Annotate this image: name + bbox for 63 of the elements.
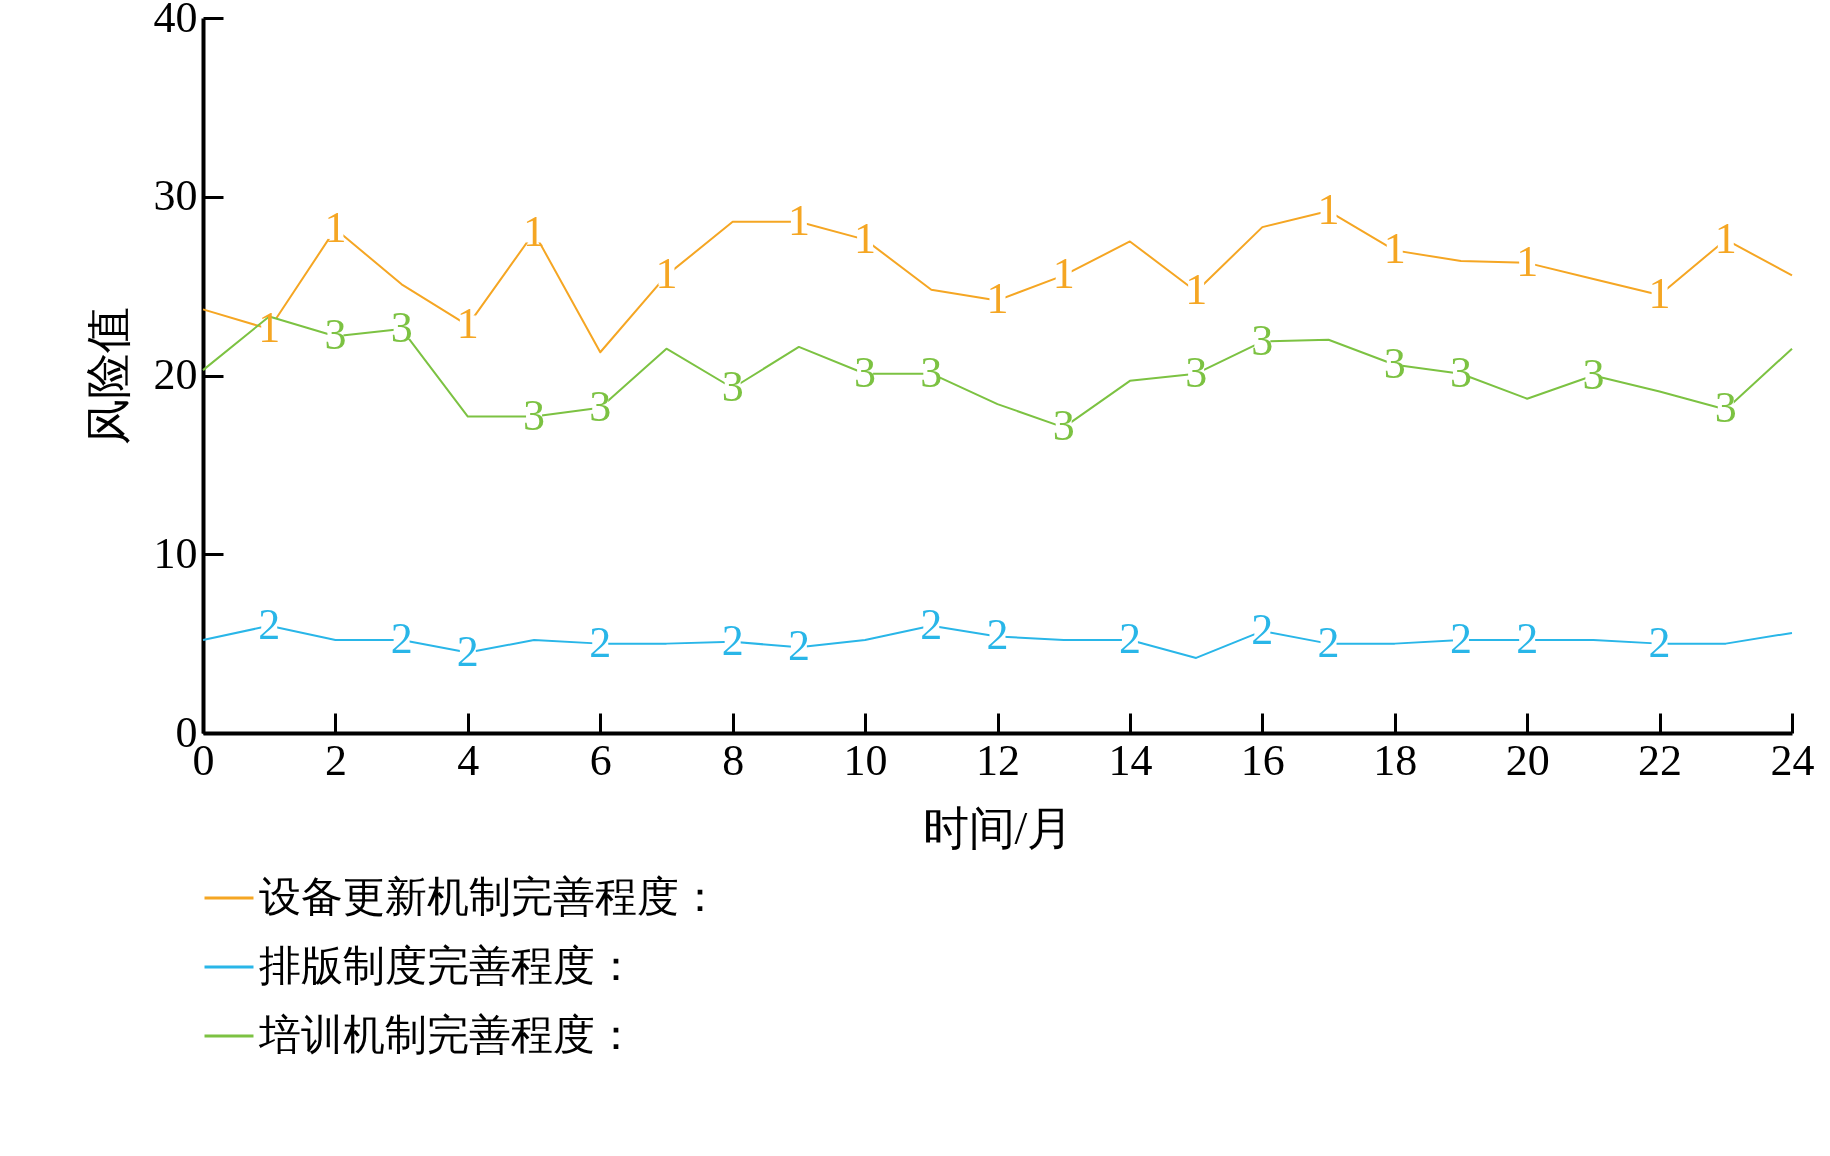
x-tick-label: 8 (722, 735, 745, 785)
annotation: 2 (1648, 617, 1671, 667)
annotation: 2 (1118, 614, 1141, 664)
annotation: 2 (787, 621, 810, 671)
y-axis-title: 风险值 (82, 307, 134, 445)
annotation: 3 (390, 303, 413, 353)
x-tick-label: 14 (1108, 735, 1153, 785)
legend-label: 设备更新机制完善程度： (259, 874, 721, 920)
x-tick-label: 18 (1373, 735, 1418, 785)
annotation: 1 (324, 202, 347, 252)
annotation: 2 (589, 617, 612, 667)
annotation: 3 (1714, 383, 1737, 433)
y-tick-label: 10 (153, 528, 198, 578)
annotation: 3 (920, 347, 943, 397)
legend-label: 培训机制完善程度： (258, 1012, 637, 1058)
annotation: 2 (1251, 605, 1274, 655)
annotation: 1 (655, 249, 678, 299)
annotation: 3 (1185, 347, 1208, 397)
x-tick-label: 24 (1770, 735, 1815, 785)
annotation: 2 (721, 615, 744, 665)
annotation: 2 (920, 599, 943, 649)
y-tick-label: 30 (153, 171, 198, 221)
x-tick-label: 22 (1638, 735, 1683, 785)
x-tick-label: 16 (1240, 735, 1285, 785)
y-tick-label: 20 (153, 350, 198, 399)
annotation: 3 (854, 347, 877, 397)
annotation: 2 (390, 614, 413, 664)
annotation: 1 (1648, 269, 1671, 319)
x-tick-label: 12 (976, 735, 1020, 785)
annotation: 1 (523, 206, 546, 256)
annotation: 3 (1449, 347, 1472, 397)
y-tick-label: 40 (153, 0, 198, 42)
annotation: 2 (258, 599, 281, 649)
annotation: 1 (456, 299, 479, 349)
annotation: 3 (324, 310, 347, 360)
annotation: 2 (1516, 614, 1539, 664)
x-tick-label: 20 (1505, 735, 1550, 785)
annotation: 3 (523, 390, 546, 440)
annotation: 1 (1516, 236, 1539, 286)
annotation: 1 (1317, 185, 1340, 235)
annotation: 1 (1383, 224, 1406, 274)
x-tick-label: 6 (589, 735, 612, 785)
annotation: 1 (854, 213, 877, 263)
x-tick-label: 4 (457, 735, 480, 785)
annotation: 3 (589, 381, 612, 431)
annotation: 2 (1317, 617, 1340, 667)
x-axis-title: 时间/月 (922, 802, 1074, 854)
legend-label: 排版制度完善程度： (259, 943, 637, 989)
annotation: 2 (1449, 614, 1472, 664)
annotation: 1 (787, 195, 810, 245)
annotation: 1 (1185, 265, 1208, 315)
annotation: 3 (721, 362, 744, 412)
annotation: 3 (1251, 315, 1274, 365)
x-tick-label: 10 (843, 735, 888, 785)
annotation: 1 (1052, 249, 1075, 299)
annotation: 2 (986, 610, 1009, 660)
annotation: 2 (456, 626, 479, 676)
annotation: 3 (1383, 338, 1406, 388)
x-tick-label: 2 (324, 735, 347, 785)
annotation: 1 (1714, 213, 1737, 263)
annotation: 3 (1582, 349, 1605, 399)
annotation: 3 (1052, 401, 1075, 451)
annotation: 1 (986, 274, 1009, 324)
